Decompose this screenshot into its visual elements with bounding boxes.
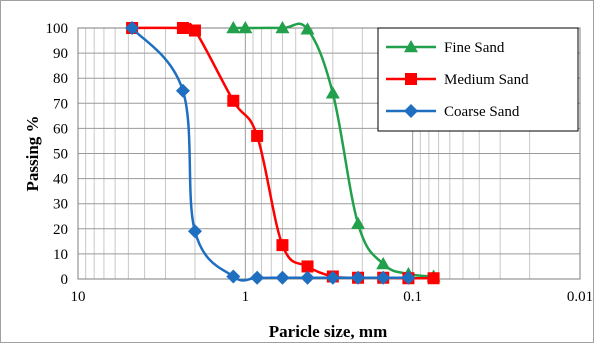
data-point-medium-sand [227, 94, 240, 107]
data-point-coarse-sand [250, 270, 265, 285]
legend-label-fine-sand: Fine Sand [444, 40, 505, 56]
data-point-medium-sand [276, 239, 289, 252]
y-tick-label: 20 [53, 222, 68, 238]
data-point-fine-sand [275, 21, 290, 34]
y-tick-label: 50 [53, 147, 68, 163]
data-point-medium-sand [427, 272, 440, 285]
data-point-medium-sand [176, 22, 189, 34]
data-point-coarse-sand [300, 270, 315, 285]
x-tick-label: 0.1 [403, 289, 422, 305]
y-tick-label: 90 [53, 46, 68, 62]
legend-marker-fine-sand [404, 40, 418, 53]
data-point-medium-sand [301, 260, 314, 273]
y-tick-label: 60 [53, 121, 68, 137]
y-tick-label: 40 [53, 172, 68, 188]
y-tick-label: 30 [53, 197, 68, 213]
legend-label-coarse-sand: Coarse Sand [444, 104, 520, 120]
data-point-coarse-sand [187, 224, 202, 239]
y-tick-label: 0 [61, 272, 69, 288]
x-tick-label: 10 [71, 289, 86, 305]
x-tick-label: 0.01 [567, 289, 593, 305]
series-line-coarse-sand [131, 27, 409, 282]
data-point-coarse-sand [325, 270, 340, 285]
data-point-coarse-sand [351, 270, 366, 285]
legend-label-medium-sand: Medium Sand [444, 72, 529, 88]
y-tick-label: 10 [53, 247, 68, 263]
data-point-coarse-sand [226, 269, 241, 284]
data-point-fine-sand [226, 21, 241, 34]
legend: Fine Sand Medium Sand Coarse Sand [377, 27, 579, 132]
legend-marker-medium-sand [405, 73, 417, 85]
data-point-coarse-sand [376, 270, 391, 285]
data-point-medium-sand [251, 129, 264, 142]
series-coarse-sand [125, 21, 416, 285]
y-axis-title: Passing % [23, 115, 42, 191]
x-tick-label: 1 [242, 289, 250, 305]
y-tick-label: 80 [53, 71, 68, 87]
data-point-fine-sand [300, 22, 315, 35]
data-point-fine-sand [376, 256, 391, 270]
legend-marker-coarse-sand [404, 104, 418, 118]
x-axis-title: Paricle size, mm [269, 322, 387, 341]
data-point-coarse-sand [275, 270, 290, 285]
data-point-fine-sand [351, 216, 366, 230]
data-point-medium-sand [188, 24, 201, 37]
data-point-fine-sand [325, 86, 340, 99]
y-tick-label: 70 [53, 96, 68, 112]
y-tick-label: 100 [46, 21, 69, 37]
data-point-fine-sand [238, 21, 253, 34]
data-point-coarse-sand [401, 270, 416, 285]
data-point-coarse-sand [175, 83, 190, 98]
